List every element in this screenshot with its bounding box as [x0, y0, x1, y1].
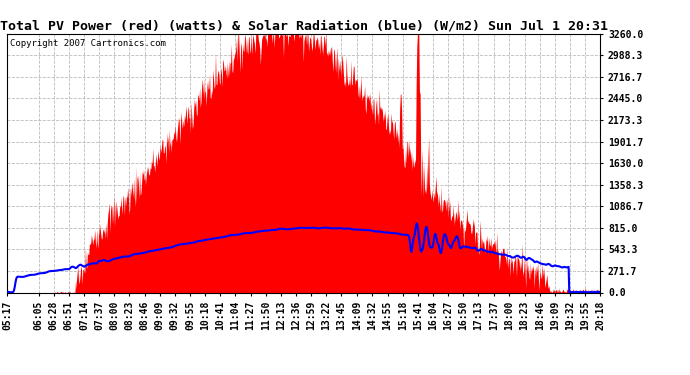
Text: Copyright 2007 Cartronics.com: Copyright 2007 Cartronics.com: [10, 39, 166, 48]
Title: Total PV Power (red) (watts) & Solar Radiation (blue) (W/m2) Sun Jul 1 20:31: Total PV Power (red) (watts) & Solar Rad…: [0, 20, 608, 33]
